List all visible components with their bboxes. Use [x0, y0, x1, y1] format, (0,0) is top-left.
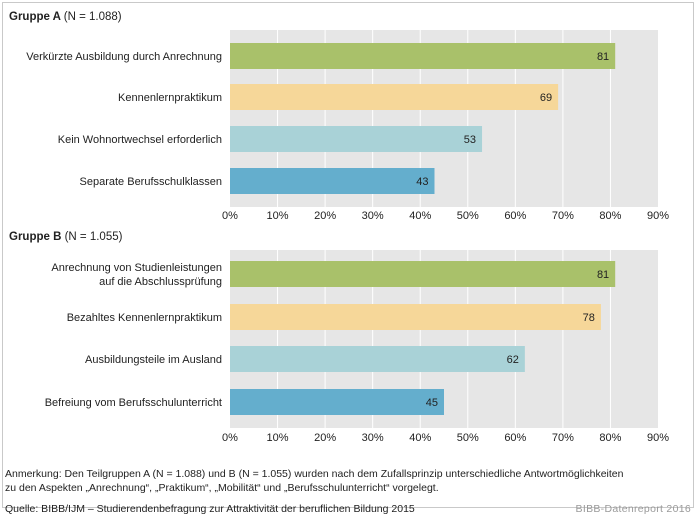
bar: [230, 126, 483, 152]
category-label: Ausbildungsteile im Ausland: [85, 354, 222, 366]
bar-value-label: 62: [507, 354, 519, 366]
x-tick-label: 50%: [457, 432, 479, 444]
panel-title-bold: Gruppe B: [9, 231, 65, 243]
x-tick-label: 0%: [222, 432, 238, 444]
x-tick-label: 60%: [504, 432, 526, 444]
category-label: Separate Berufsschulklassen: [80, 176, 222, 188]
x-tick-label: 40%: [409, 210, 431, 222]
chart-panel-b: Gruppe B (N = 1.055): [9, 231, 658, 428]
category-label: Verkürzte Ausbildung durch Anrechnung: [26, 51, 222, 63]
source-line: Quelle: BIBB/IJM – Studierendenbefragung…: [5, 503, 415, 515]
footnote-line-2: zu den Aspekten „Anrechnung“, „Praktikum…: [5, 482, 439, 494]
x-tick-label: 80%: [599, 432, 621, 444]
report-label: BIBB-Datenreport 2016: [575, 503, 691, 515]
bar-value-label: 53: [464, 134, 476, 146]
bar: [230, 43, 616, 69]
bar-value-label: 69: [540, 92, 552, 104]
x-tick-label: 80%: [599, 210, 621, 222]
panel-title-bold: Gruppe A: [9, 11, 64, 23]
category-label: Kein Wohnortwechsel erforderlich: [58, 134, 222, 146]
x-tick-label: 50%: [457, 210, 479, 222]
bar-value-label: 45: [426, 397, 438, 409]
bar: [230, 261, 616, 287]
x-tick-label: 20%: [314, 432, 336, 444]
x-tick-label: 0%: [222, 210, 238, 222]
x-tick-label: 30%: [362, 432, 384, 444]
category-label: Befreiung vom Berufsschulunterricht: [45, 397, 222, 409]
x-tick-label: 30%: [362, 210, 384, 222]
category-label: auf die Abschlussprüfung: [99, 276, 222, 288]
bar: [230, 389, 444, 415]
x-tick-label: 70%: [552, 210, 574, 222]
x-tick-label: 40%: [409, 432, 431, 444]
category-label: Bezahltes Kennenlernpraktikum: [67, 312, 222, 324]
panel-title: Gruppe B (N = 1.055): [9, 231, 123, 243]
figure-frame: [2, 2, 694, 508]
footnote-line-1: Anmerkung: Den Teilgruppen A (N = 1.088)…: [5, 468, 624, 480]
x-tick-label: 70%: [552, 432, 574, 444]
category-label: Anrechnung von Studienleistungen: [51, 262, 222, 274]
x-tick-label: 10%: [267, 210, 289, 222]
bar: [230, 346, 525, 372]
bar: [230, 304, 601, 330]
bar: [230, 84, 559, 110]
panel-title-n: (N = 1.055): [65, 231, 123, 243]
x-tick-label: 60%: [504, 210, 526, 222]
x-tick-label: 10%: [267, 432, 289, 444]
bar-value-label: 81: [597, 269, 609, 281]
x-tick-label: 90%: [647, 210, 669, 222]
category-label: Kennenlernpraktikum: [118, 92, 222, 104]
chart-panel-a: Gruppe A (N = 1.088): [9, 11, 658, 207]
x-tick-label: 90%: [647, 432, 669, 444]
panel-title-n: (N = 1.088): [64, 11, 122, 23]
x-tick-label: 20%: [314, 210, 336, 222]
bar-value-label: 81: [597, 51, 609, 63]
panel-title: Gruppe A (N = 1.088): [9, 11, 122, 23]
bar: [230, 168, 435, 194]
bar-value-label: 43: [416, 176, 428, 188]
bar-value-label: 78: [583, 312, 595, 324]
